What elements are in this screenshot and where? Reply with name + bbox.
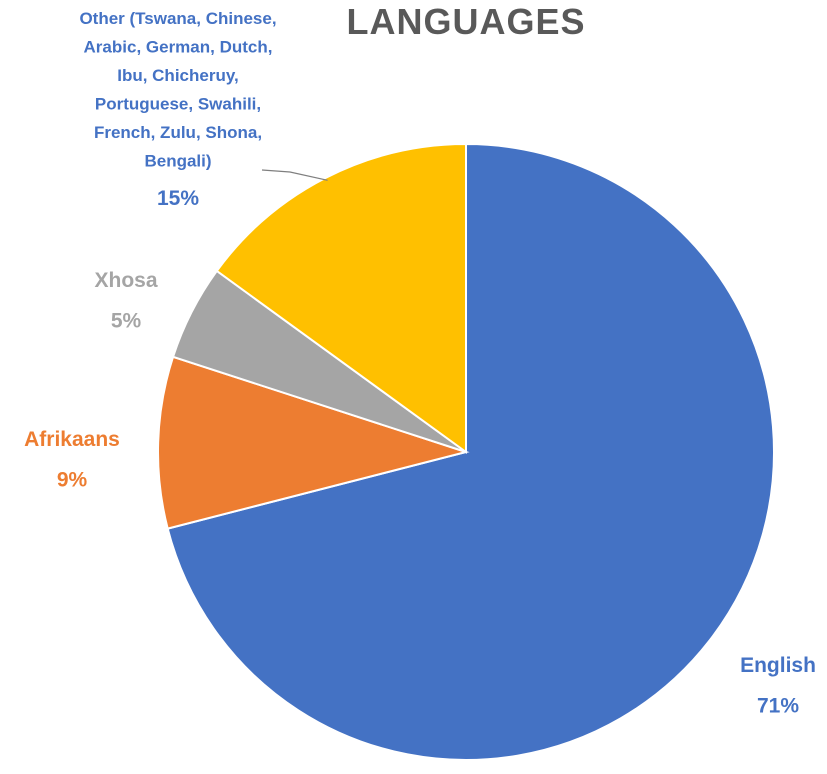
data-label-percent: 9% (57, 469, 88, 492)
data-label-percent: 71% (757, 695, 799, 718)
chart-title: LANGUAGES (346, 1, 585, 42)
pie-slice-english (166, 142, 775, 761)
data-label-afrikaans: Afrikaans 9% (24, 428, 120, 492)
pie-slice-other (215, 142, 467, 454)
data-label-percent: 5% (111, 310, 142, 333)
leader-lines (261, 169, 328, 181)
pie-slices (157, 142, 775, 761)
data-label-name: Other (Tswana, Chinese, (79, 9, 276, 28)
data-label-name: Portuguese, Swahili, (95, 95, 261, 114)
data-label-name: Ibu, Chicheruy, (117, 66, 239, 85)
data-label-name: Arabic, German, Dutch, (84, 38, 273, 57)
pie-slice-afrikaans (157, 355, 470, 530)
leader-line-other (261, 169, 328, 181)
data-label-percent: 15% (157, 187, 199, 210)
data-label-name: English (740, 654, 816, 677)
data-label-name: French, Zulu, Shona, (94, 123, 262, 142)
data-label-other: Other (Tswana, Chinese, Arabic, German, D… (79, 9, 276, 210)
slice-labels: English 71% Afrikaans 9% Xhosa 5% Other (Tswan… (24, 9, 816, 718)
data-label-name: Afrikaans (24, 428, 120, 451)
data-label-english: English 71% (740, 654, 816, 718)
data-label-name: Bengali) (144, 152, 211, 171)
data-label-xhosa: Xhosa 5% (94, 269, 157, 333)
data-label-name: Xhosa (94, 269, 157, 292)
